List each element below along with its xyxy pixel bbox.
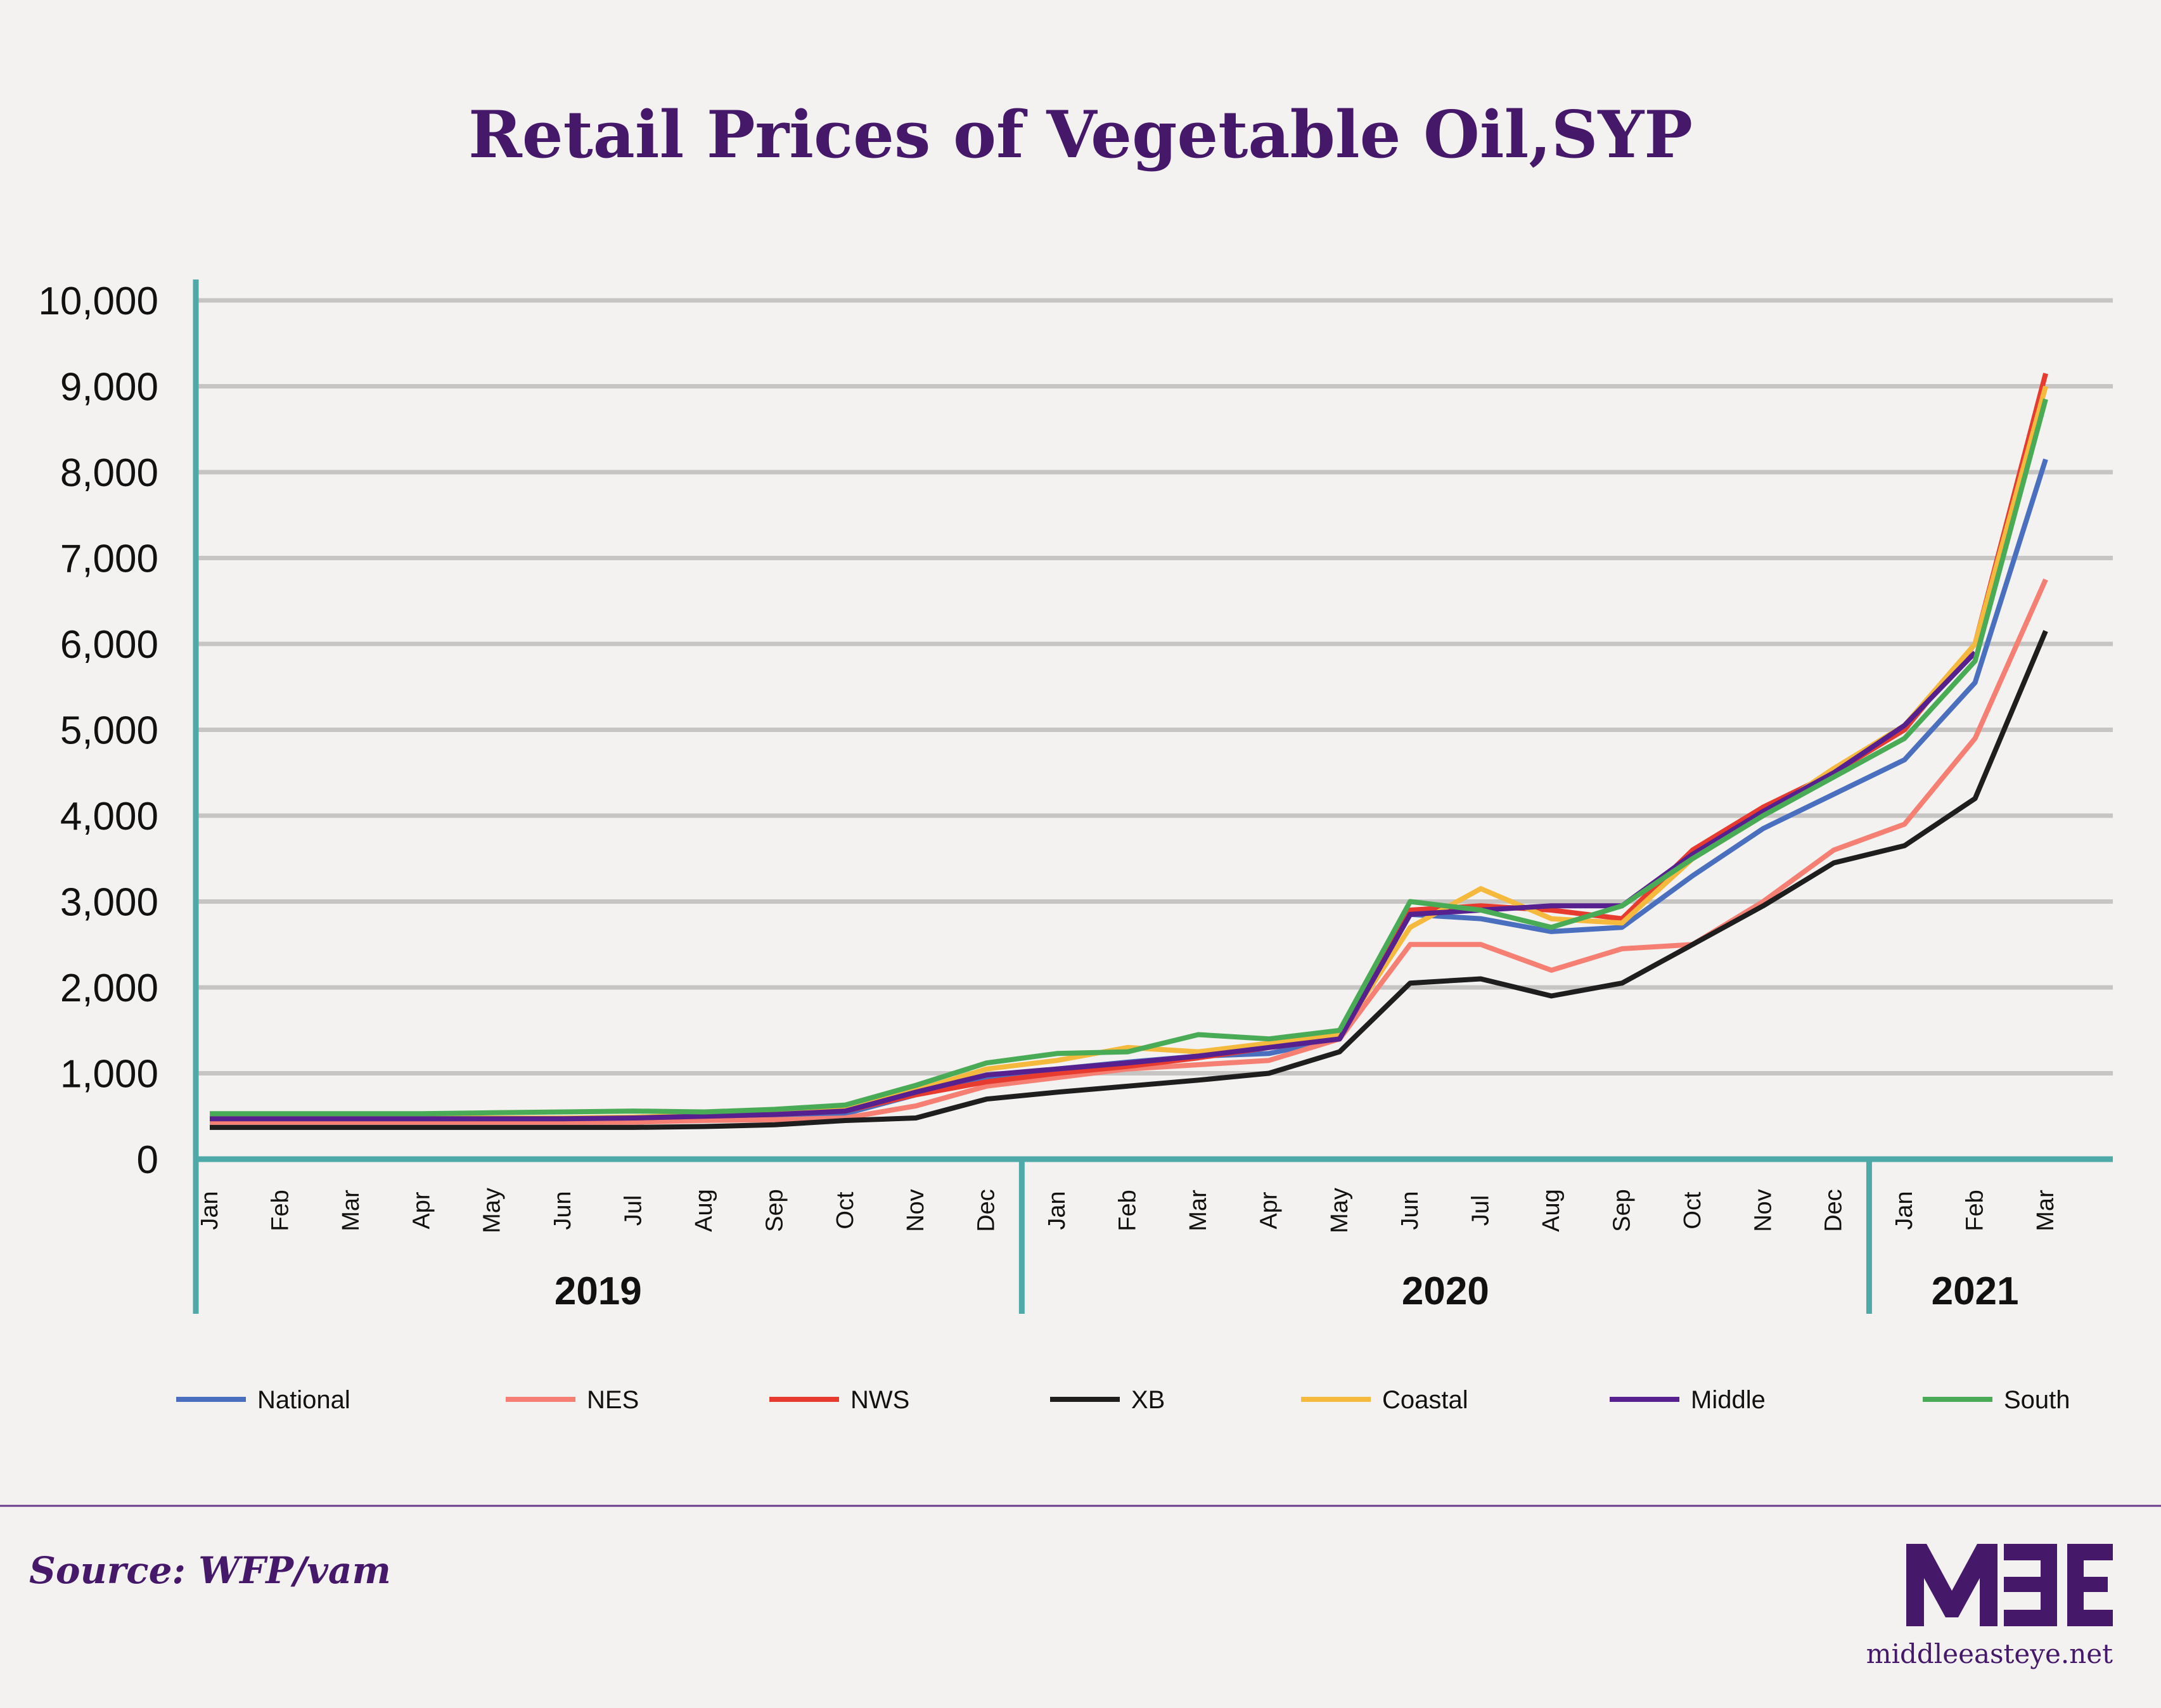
x-tick-label: Sep bbox=[761, 1189, 788, 1232]
legend-label: National bbox=[257, 1386, 350, 1414]
x-tick-label: Feb bbox=[1115, 1190, 1141, 1231]
x-tick-label: Jun bbox=[549, 1191, 576, 1230]
x-tick-label: Aug bbox=[1538, 1189, 1565, 1232]
x-tick-label: Nov bbox=[902, 1189, 929, 1232]
x-tick-label: Mar bbox=[1185, 1190, 1212, 1231]
x-tick-label: Feb bbox=[1962, 1190, 1989, 1231]
year-label: 2019 bbox=[555, 1269, 642, 1313]
y-tick-label: 9,000 bbox=[60, 366, 158, 409]
x-tick-label: May bbox=[1326, 1188, 1353, 1233]
legend-item-nws: NWS bbox=[769, 1386, 909, 1414]
x-tick-label: May bbox=[479, 1188, 506, 1233]
x-tick-label: Jun bbox=[1397, 1191, 1423, 1230]
year-labels: 2019 2020 2021 bbox=[555, 1269, 2019, 1313]
x-tick-label: Apr bbox=[1255, 1191, 1282, 1229]
x-axis-ticks: Jan Feb Mar Apr May Jun Jul Aug Sep Oct Nov Dec Jan F… bbox=[196, 1188, 2059, 1233]
y-axis-ticks: 0 1,000 2,000 3,000 4,000 5,000 6,000 7,000 8,00… bbox=[38, 279, 158, 1182]
x-tick-label: Jul bbox=[1468, 1195, 1494, 1226]
x-tick-label: Jan bbox=[1044, 1191, 1070, 1230]
year-label: 2020 bbox=[1402, 1269, 1489, 1313]
series-line-xb bbox=[210, 630, 2048, 1130]
y-tick-label: 3,000 bbox=[60, 881, 158, 925]
x-tick-label: Feb bbox=[267, 1190, 293, 1231]
x-tick-label: Jan bbox=[196, 1191, 223, 1230]
legend-item-middle: Middle bbox=[1610, 1386, 1766, 1414]
year-label: 2021 bbox=[1932, 1269, 2019, 1313]
x-tick-label: Jan bbox=[1891, 1191, 1918, 1230]
series-lines bbox=[210, 373, 2048, 1130]
x-tick-label: Oct bbox=[1679, 1191, 1706, 1230]
y-tick-label: 10,000 bbox=[38, 279, 158, 323]
y-tick-label: 1,000 bbox=[60, 1053, 158, 1096]
y-tick-label: 0 bbox=[137, 1138, 158, 1182]
chart-title: Retail Prices of Vegetable Oil,SYP bbox=[468, 97, 1693, 173]
legend-label: South bbox=[2004, 1386, 2070, 1414]
x-tick-label: Oct bbox=[832, 1191, 859, 1230]
series-line-coastal bbox=[210, 385, 2048, 1120]
x-tick-label: Mar bbox=[338, 1190, 364, 1231]
gridlines bbox=[196, 298, 2113, 1076]
legend-item-national: National bbox=[176, 1386, 350, 1414]
series-line-south bbox=[210, 398, 2048, 1117]
x-tick-label: Apr bbox=[408, 1191, 435, 1229]
x-tick-label: Dec bbox=[1821, 1189, 1847, 1232]
axes bbox=[193, 279, 2113, 1314]
y-tick-label: 5,000 bbox=[60, 709, 158, 753]
series-line-nws bbox=[210, 373, 2048, 1120]
x-tick-label: Aug bbox=[691, 1189, 717, 1232]
x-tick-label: Mar bbox=[2032, 1190, 2059, 1231]
legend-item-south: South bbox=[1923, 1386, 2070, 1414]
series-line-middle bbox=[210, 650, 1977, 1122]
y-tick-label: 6,000 bbox=[60, 623, 158, 667]
x-tick-label: Nov bbox=[1750, 1189, 1776, 1232]
legend-label: Middle bbox=[1691, 1386, 1766, 1414]
y-tick-label: 4,000 bbox=[60, 795, 158, 838]
legend-item-nes: NES bbox=[506, 1386, 639, 1414]
x-tick-label: Dec bbox=[973, 1189, 1000, 1232]
legend-label: XB bbox=[1131, 1386, 1165, 1414]
y-tick-label: 8,000 bbox=[60, 451, 158, 495]
legend-label: NWS bbox=[850, 1386, 909, 1414]
legend-item-xb: XB bbox=[1050, 1386, 1165, 1414]
x-tick-label: Jul bbox=[620, 1195, 647, 1226]
legend-label: NES bbox=[587, 1386, 639, 1414]
y-tick-label: 2,000 bbox=[60, 966, 158, 1010]
y-tick-label: 7,000 bbox=[60, 537, 158, 581]
x-tick-label: Sep bbox=[1608, 1189, 1635, 1232]
mee-logo bbox=[1906, 1544, 2113, 1626]
legend-label: Coastal bbox=[1382, 1386, 1468, 1414]
site-url: middleeasteye.net bbox=[1866, 1638, 2113, 1669]
series-line-nes bbox=[210, 578, 2048, 1125]
legend: National NES NWS XB Coastal Middle South bbox=[176, 1386, 2070, 1414]
legend-item-coastal: Coastal bbox=[1301, 1386, 1468, 1414]
source-note: Source: WFP/vam bbox=[29, 1549, 391, 1592]
